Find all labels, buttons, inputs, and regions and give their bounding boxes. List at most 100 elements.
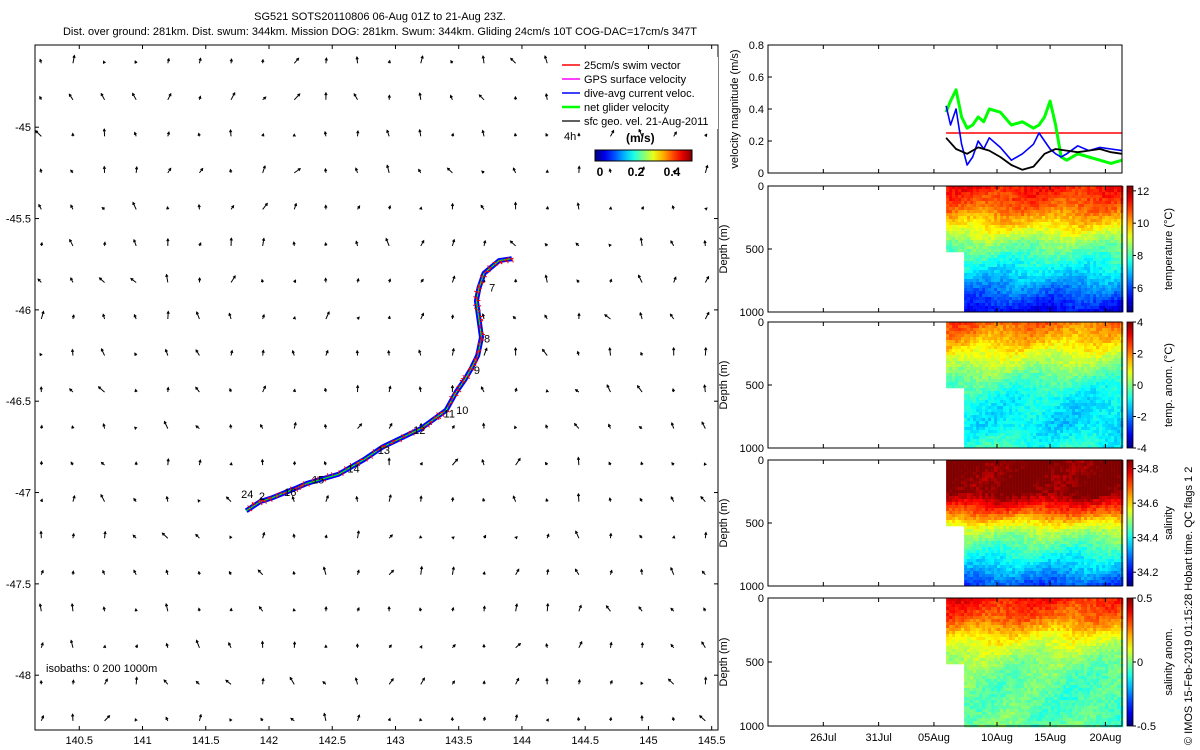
heatmap-cell [1024,249,1028,253]
heatmap-cell [958,198,962,202]
heatmap-cell [1039,412,1043,416]
vector-head [544,243,548,247]
vector-head [638,606,642,610]
heatmap-cell [955,231,959,235]
vector-shaft [101,348,106,356]
vector-shaft [132,93,137,101]
heatmap-cell [1027,352,1031,356]
heatmap-cell [1033,358,1037,362]
heatmap-cell [994,273,998,277]
heatmap-cell [1042,243,1046,247]
heatmap-cell [997,204,1001,208]
heatmap-cell [1069,246,1073,250]
heatmap-cell [952,352,956,356]
heatmap-cell [1027,445,1031,449]
heatmap-cell [1030,225,1034,229]
velocity-y-label: velocity magnitude (m/s) [729,49,741,168]
heatmap-cell [982,394,986,398]
heatmap-cell [1018,213,1022,217]
heatmap-cell [1000,270,1004,274]
heatmap-cell [1042,261,1046,265]
heatmap-cell [991,424,995,428]
heatmap-cell [991,273,995,277]
heatmap-cell [961,328,965,332]
heatmap-cell [1030,222,1034,226]
heatmap-cell [979,240,983,244]
heatmap-cell [1024,255,1028,259]
heatmap-cell [970,276,974,280]
heatmap-cell [1105,264,1109,268]
vector-head [386,164,390,168]
heatmap-cell [1057,255,1061,259]
heatmap-cell [955,382,959,386]
heatmap-cell [1012,198,1016,202]
heatmap-cell [1042,337,1046,341]
heatmap-cell [1048,433,1052,437]
heatmap-cell [1036,279,1040,283]
heatmap-cell [1003,213,1007,217]
vector-shaft [451,239,455,247]
heatmap-cell [976,234,980,238]
heatmap-cell [1084,300,1088,304]
heatmap-cell [1048,219,1052,223]
heatmap-cell [1075,285,1079,289]
heatmap-cell [1048,192,1052,196]
heatmap-cell [1075,195,1079,199]
heatmap-cell [1060,258,1064,262]
heatmap-cell [1078,243,1082,247]
heatmap-cell [1015,309,1019,313]
vector-head [576,350,580,355]
heatmap-cell [1117,243,1121,247]
heatmap-cell [994,279,998,283]
heatmap-cell [1075,204,1079,208]
track-dac-line [244,256,513,513]
vector-head [450,59,454,64]
heatmap-cell [946,246,950,250]
vector-head [670,643,674,648]
heatmap-cell [1039,415,1043,419]
heatmap-cell [1006,258,1010,262]
heatmap-cell [1099,204,1103,208]
heatmap-cell [973,418,977,422]
vector-head [390,569,395,573]
heatmap-cell [1027,409,1031,413]
heatmap-cell [1042,403,1046,407]
heatmap-cell [1030,442,1034,446]
heatmap-cell [970,439,974,443]
swim-vector [322,478,327,482]
heatmap-cell [1057,270,1061,274]
heatmap-cell [976,325,980,329]
heatmap-cell [1021,337,1025,341]
heatmap-cell [1045,406,1049,410]
heatmap-cell [1024,189,1028,193]
vector-head [39,241,44,246]
heatmap-cell [1087,195,1091,199]
heatmap-cell [1024,412,1028,416]
heatmap-cell [1045,213,1049,217]
heatmap-cell [952,189,956,193]
heatmap-cell [970,382,974,386]
heatmap-cell [1099,225,1103,229]
heatmap-cell [946,207,950,211]
heatmap-cell [1054,258,1058,262]
heatmap-cell [988,270,992,274]
heatmap-cell [1051,418,1055,422]
heatmap-cell [997,385,1001,389]
heatmap-cell [991,400,995,404]
heatmap-cell [1042,225,1046,229]
heatmap-cell [1012,328,1016,332]
heatmap-cell [964,367,968,371]
heatmap-cell [1000,424,1004,428]
swim-vector [498,260,502,265]
heatmap-cell [1075,303,1079,307]
heatmap-cell [1018,445,1022,449]
heatmap-cell [1054,288,1058,292]
heatmap-cell [1015,276,1019,280]
heatmap-cell [1030,252,1034,256]
heatmap-cell [1003,322,1007,326]
heatmap-cell [1057,219,1061,223]
heatmap-cell [1006,279,1010,283]
swim-vector [477,342,481,347]
heatmap-cell [979,370,983,374]
heatmap-cell [1075,240,1079,244]
